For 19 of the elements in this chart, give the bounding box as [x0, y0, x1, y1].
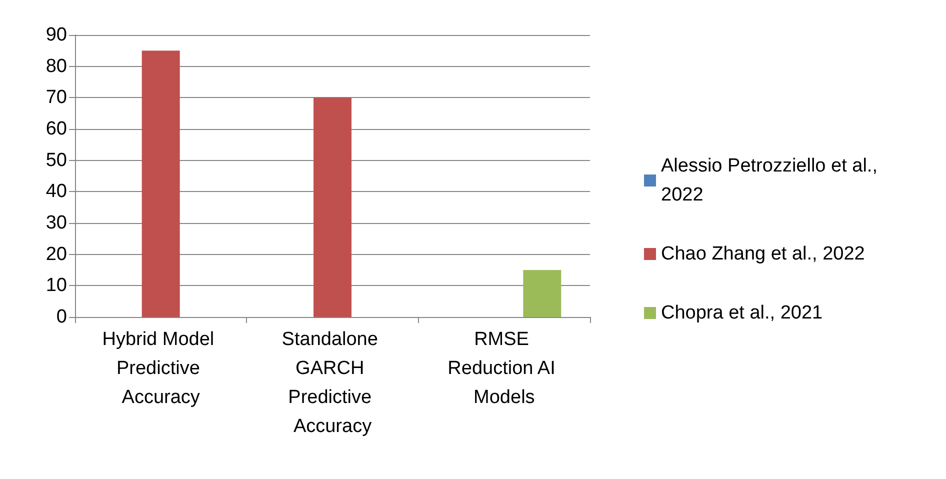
- legend-label: Chao Zhang et al., 2022: [661, 244, 865, 264]
- y-tick-label: 60: [46, 118, 67, 140]
- legend-label: Chopra et al., 2021: [661, 302, 823, 324]
- y-tick-label: 0: [56, 306, 67, 328]
- y-tick-label: 40: [46, 181, 67, 202]
- x-tick-label: Hybrid Model Predictive Accuracy: [102, 329, 220, 408]
- legend-label: Alessio Petrozziello et al., 2022: [661, 156, 883, 206]
- x-tick-label: RMSE Reduction AI Models: [448, 329, 561, 408]
- bar: [314, 98, 352, 317]
- bar: [523, 270, 562, 317]
- y-tick-label: 30: [46, 212, 67, 234]
- y-tick-label: 70: [46, 87, 67, 108]
- y-tick-label: 10: [46, 275, 67, 296]
- bar: [142, 50, 180, 317]
- y-tick-label: 20: [46, 244, 67, 265]
- x-tick-label: Standalone GARCH Predictive Accuracy: [282, 329, 384, 437]
- y-tick-label: 90: [46, 24, 67, 46]
- y-tick-label: 80: [46, 56, 67, 77]
- y-tick-label: 50: [46, 150, 67, 171]
